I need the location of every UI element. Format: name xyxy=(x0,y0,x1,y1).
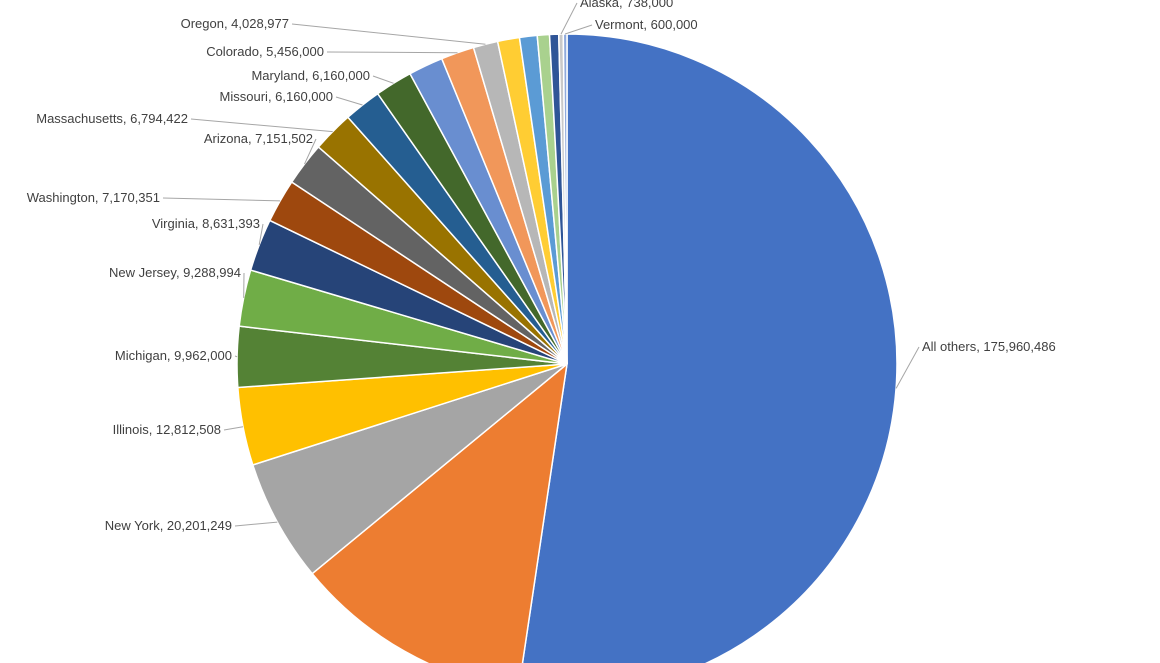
data-label-illinois: Illinois, 12,812,508 xyxy=(113,422,221,437)
leader-line-oregon xyxy=(291,23,486,45)
data-label-michigan: Michigan, 9,962,000 xyxy=(115,348,232,363)
leader-line-arizona xyxy=(304,138,317,165)
data-label-new-jersey: New Jersey, 9,288,994 xyxy=(109,265,241,280)
data-label-virginia: Virginia, 8,631,393 xyxy=(152,216,260,231)
leader-lines xyxy=(162,2,920,527)
data-label-arizona: Arizona, 7,151,502 xyxy=(204,131,313,146)
data-label-alaska: Alaska, 738,000 xyxy=(580,0,673,10)
data-label-washington: Washington, 7,170,351 xyxy=(27,190,160,205)
data-label-new-york: New York, 20,201,249 xyxy=(105,518,232,533)
data-label-missouri: Missouri, 6,160,000 xyxy=(220,89,333,104)
data-label-massachusetts: Massachusetts, 6,794,422 xyxy=(36,111,188,126)
leader-line-vermont xyxy=(564,24,593,35)
pie-slice-new-york xyxy=(251,363,568,575)
leader-line-all-others xyxy=(895,346,920,389)
leader-line-alaska xyxy=(560,2,578,35)
leader-line-new-york xyxy=(234,521,278,527)
leader-line-massachusetts xyxy=(190,118,333,133)
pie-slices xyxy=(236,33,898,663)
leader-line-illinois xyxy=(223,426,244,431)
leader-line-colorado xyxy=(326,51,458,54)
data-label-colorado: Colorado, 5,456,000 xyxy=(206,44,324,59)
data-labels: All others, 175,960,486 New York, 20,201,… xyxy=(27,0,1056,533)
pie-slice-all-others xyxy=(521,33,898,663)
data-label-all-others: All others, 175,960,486 xyxy=(922,339,1056,354)
data-label-vermont: Vermont, 600,000 xyxy=(595,17,698,32)
leader-line-maryland xyxy=(372,75,394,84)
leader-line-missouri xyxy=(335,96,363,106)
pie-slice-unlabeled-1 xyxy=(311,362,569,663)
leader-line-virginia xyxy=(258,223,264,245)
data-label-maryland: Maryland, 6,160,000 xyxy=(251,68,370,83)
leader-line-michigan xyxy=(234,355,238,358)
data-label-oregon: Oregon, 4,028,977 xyxy=(181,16,289,31)
leader-line-washington xyxy=(162,197,281,202)
